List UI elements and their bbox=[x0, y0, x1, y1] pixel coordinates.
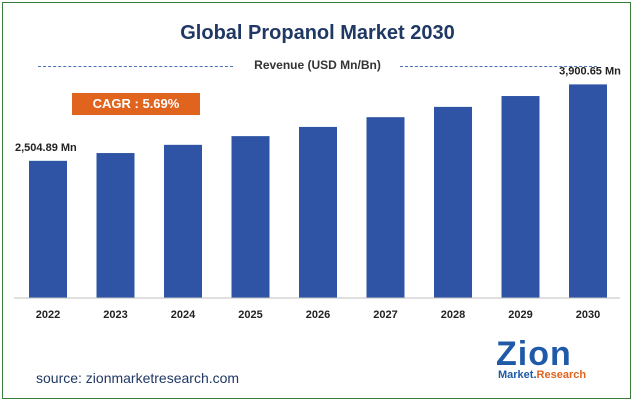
chart-subtitle: Revenue (USD Mn/Bn) bbox=[0, 58, 635, 72]
bar-2028 bbox=[434, 106, 472, 298]
chart-title: Global Propanol Market 2030 bbox=[180, 22, 455, 44]
logo-sub-left: Market. bbox=[498, 369, 537, 381]
bar-2022 bbox=[29, 160, 67, 298]
tick-label-2030: 2030 bbox=[576, 309, 600, 321]
bars-group bbox=[29, 84, 607, 299]
tick-label-2029: 2029 bbox=[508, 309, 532, 321]
logo-main-text: Zion bbox=[496, 335, 572, 373]
bar-2030 bbox=[569, 84, 607, 298]
tick-label-2024: 2024 bbox=[171, 309, 196, 321]
subtitle-dash-right bbox=[400, 66, 597, 67]
bar-2027 bbox=[366, 117, 405, 298]
tick-label-2022: 2022 bbox=[36, 309, 60, 321]
tick-label-2027: 2027 bbox=[373, 309, 397, 321]
tick-label-2023: 2023 bbox=[103, 309, 127, 321]
bar-2023 bbox=[96, 153, 135, 298]
bar-2029 bbox=[501, 96, 540, 299]
source-text: source: zionmarketresearch.com bbox=[36, 370, 240, 386]
tick-label-2026: 2026 bbox=[306, 309, 330, 321]
zion-logo: Zion Market.Research bbox=[496, 336, 606, 386]
tick-label-2025: 2025 bbox=[238, 309, 262, 321]
data-labels-group: 2,504.89 Mn 3,900.65 Mn bbox=[15, 65, 621, 153]
logo-sub-text: Market.Research bbox=[498, 369, 586, 381]
subtitle-dash-left bbox=[38, 66, 233, 67]
logo-sub-right: Research bbox=[536, 369, 587, 381]
tick-labels-group: 2022 2023 2024 2025 2026 2027 2028 2029 2030 bbox=[36, 309, 600, 321]
bar-2026 bbox=[299, 126, 337, 298]
cagr-badge: CAGR : 5.69% bbox=[72, 93, 200, 115]
bar-2025 bbox=[231, 136, 270, 298]
bar-2024 bbox=[164, 144, 202, 298]
data-label-2022: 2,504.89 Mn bbox=[15, 142, 77, 154]
tick-label-2028: 2028 bbox=[441, 309, 465, 321]
data-label-2030: 3,900.65 Mn bbox=[559, 65, 621, 77]
subtitle-text: Revenue (USD Mn/Bn) bbox=[248, 58, 387, 72]
